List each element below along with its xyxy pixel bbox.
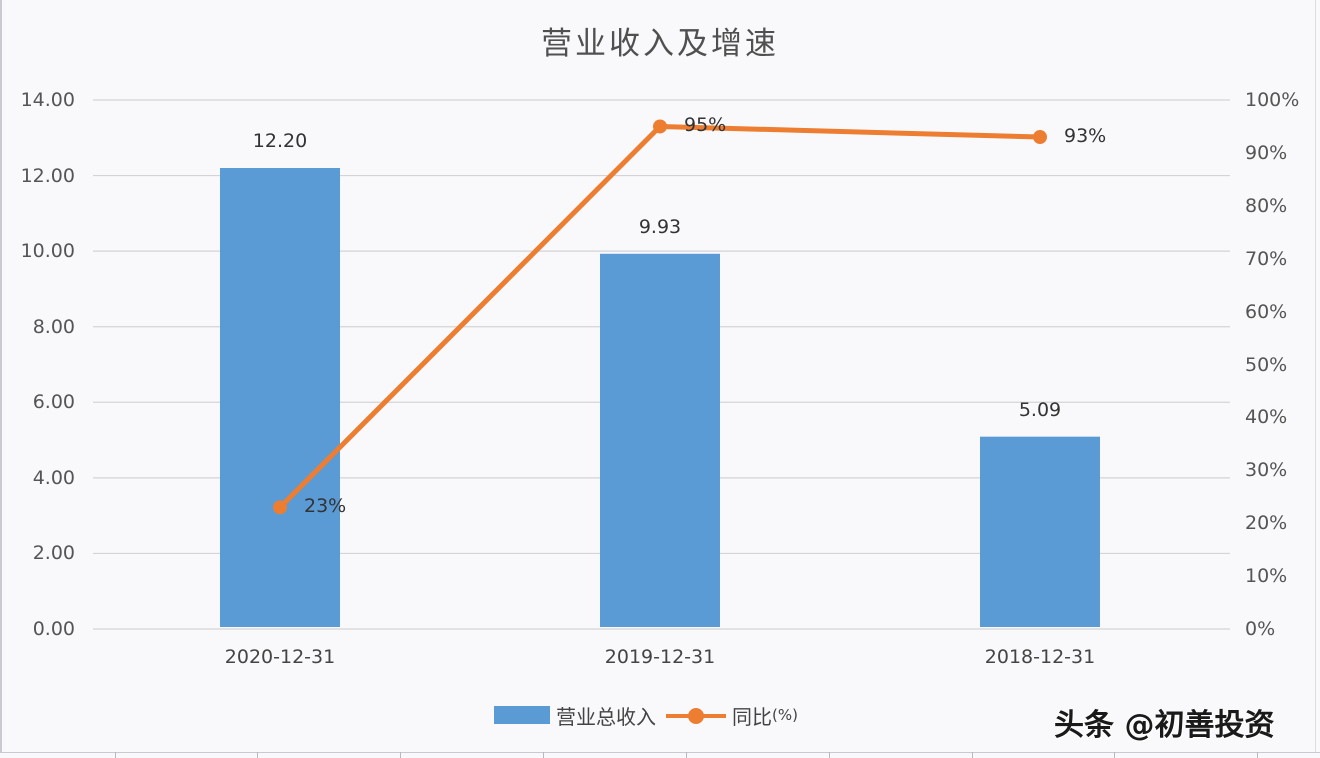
legend-line-unit: (%) <box>772 706 798 724</box>
right-axis-tick-label: 40% <box>1245 406 1288 429</box>
left-axis-tick-label: 14.00 <box>20 89 75 111</box>
chart-title: 营业收入及增速 <box>541 26 779 62</box>
bar-series <box>220 168 1100 628</box>
frame-bottom-border <box>0 752 1320 753</box>
frame-left-border <box>0 0 2 752</box>
bar <box>980 436 1100 627</box>
bottom-tick <box>400 752 401 758</box>
bottom-tick <box>829 752 830 758</box>
growth-value-label: 93% <box>1064 125 1107 148</box>
watermark: 头条 @初善投资 <box>1054 708 1275 743</box>
left-axis-tick-label: 6.00 <box>32 391 75 414</box>
bar-value-label: 12.20 <box>252 130 308 152</box>
right-axis-tick-label: 100% <box>1245 89 1300 111</box>
bottom-tick <box>543 752 544 758</box>
x-axis-category-label: 2018-12-31 <box>984 646 1096 668</box>
bottom-tick <box>257 752 258 758</box>
left-axis-tick-label: 0.00 <box>32 618 75 640</box>
right-axis-tick-label: 70% <box>1245 247 1288 270</box>
bar <box>600 253 720 628</box>
frame-right-border <box>1315 0 1316 752</box>
right-axis-tick-label: 20% <box>1245 512 1288 535</box>
bar-value-label: 9.93 <box>638 215 682 238</box>
bar-value-label: 5.09 <box>1018 398 1062 421</box>
legend-bar-label: 营业总收入 <box>556 704 656 729</box>
right-axis-tick-label: 30% <box>1245 459 1288 482</box>
bottom-tick <box>686 752 687 758</box>
legend-bar-swatch <box>494 706 550 724</box>
left-axis-tick-label: 4.00 <box>32 466 75 489</box>
right-axis-tick-label: 0% <box>1245 618 1276 640</box>
x-axis-category-label: 2019-12-31 <box>604 646 716 668</box>
right-axis-tick-label: 10% <box>1245 565 1288 588</box>
left-axis-tick-label: 12.00 <box>20 164 75 187</box>
growth-value-label: 23% <box>304 495 347 518</box>
legend-line-swatch <box>666 706 726 724</box>
right-axis-tick-label: 90% <box>1245 141 1288 164</box>
growth-value-label: 95% <box>684 114 727 137</box>
line-marker <box>653 119 667 134</box>
bottom-tick <box>115 752 116 758</box>
bottom-tick <box>1114 752 1115 758</box>
right-axis-tick-label: 60% <box>1245 300 1288 323</box>
right-axis-tick-label: 80% <box>1245 194 1288 217</box>
line-marker <box>273 500 287 515</box>
line-series <box>273 119 1047 515</box>
left-axis-tick-label: 2.00 <box>32 542 75 565</box>
bottom-tick <box>972 752 973 758</box>
right-axis-tick-label: 50% <box>1245 353 1288 376</box>
line-marker <box>1033 130 1047 145</box>
left-axis-tick-label: 8.00 <box>32 315 75 338</box>
bar <box>220 168 340 627</box>
bottom-tick <box>1257 752 1258 758</box>
legend: 营业总收入 同比 (%) <box>494 700 798 730</box>
left-axis-tick-label: 10.00 <box>20 240 75 263</box>
x-axis-category-label: 2020-12-31 <box>224 646 336 668</box>
legend-line-label: 同比 <box>732 704 772 729</box>
